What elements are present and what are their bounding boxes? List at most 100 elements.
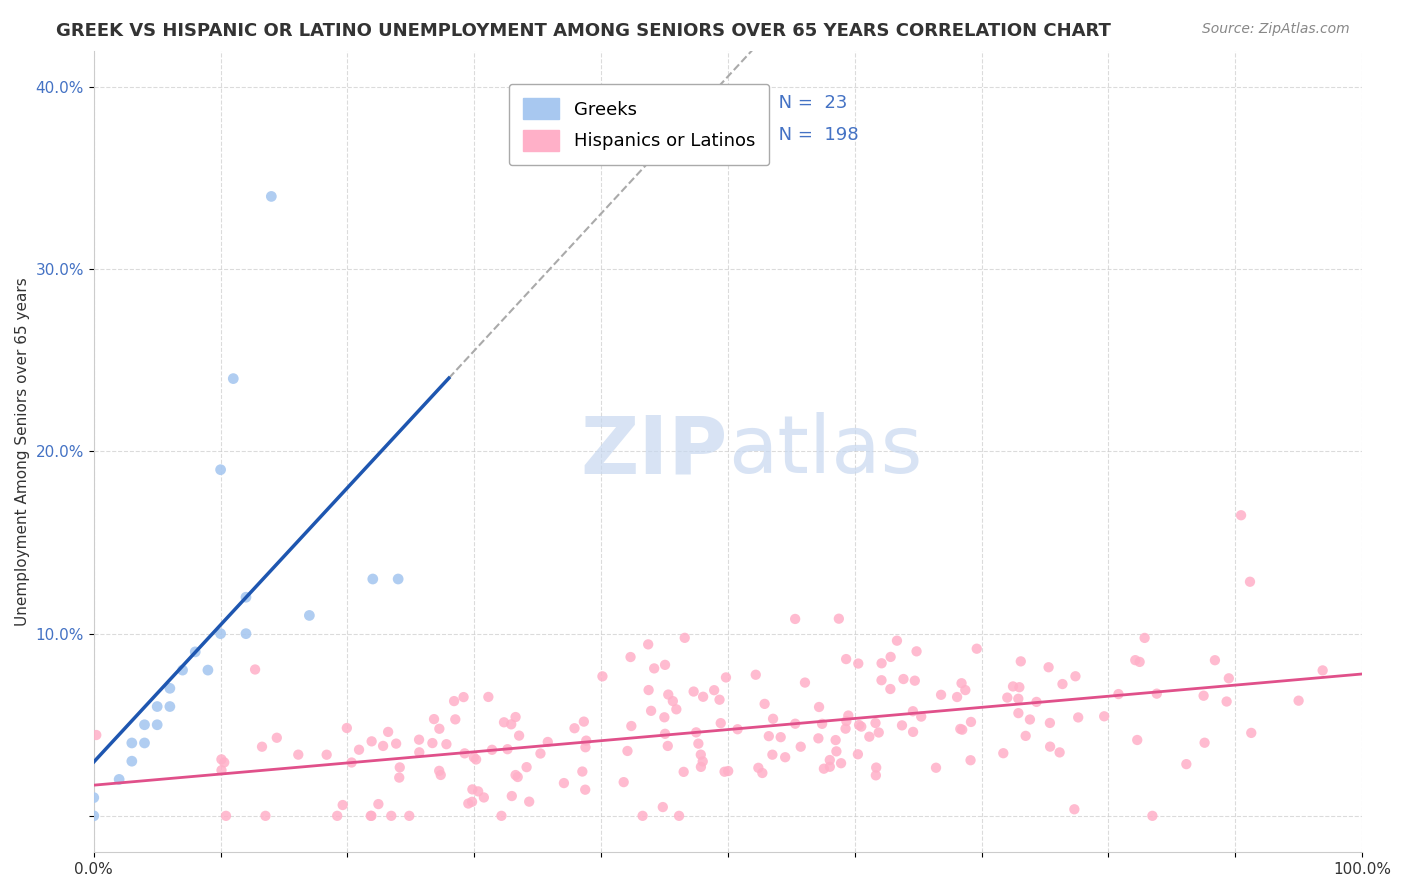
Point — [1218, 671, 1240, 685]
Point — [689, 747, 711, 762]
Point — [828, 612, 851, 626]
Point — [235, 626, 257, 640]
Point — [825, 744, 848, 758]
Point — [501, 717, 523, 731]
Point — [360, 734, 382, 748]
Point — [1052, 677, 1074, 691]
Point — [429, 768, 451, 782]
Point — [423, 712, 446, 726]
Point — [287, 747, 309, 762]
Point — [717, 764, 740, 778]
Point — [657, 739, 679, 753]
Point — [1129, 655, 1152, 669]
Point — [315, 747, 337, 762]
Point — [955, 683, 977, 698]
Point — [564, 721, 586, 735]
Point — [209, 463, 232, 477]
Point — [818, 753, 841, 767]
Point — [703, 683, 725, 698]
Point — [929, 688, 952, 702]
Point — [529, 747, 551, 761]
Point — [477, 690, 499, 704]
Point — [1192, 689, 1215, 703]
Point — [813, 762, 835, 776]
Point — [1038, 660, 1060, 674]
Point — [496, 742, 519, 756]
Point — [870, 673, 893, 688]
Point — [491, 809, 513, 823]
Point — [688, 737, 710, 751]
Point — [654, 727, 676, 741]
Point — [83, 790, 105, 805]
Point — [340, 756, 363, 770]
Point — [254, 809, 277, 823]
Point — [848, 718, 870, 732]
Point — [361, 572, 384, 586]
Point — [1092, 709, 1115, 723]
Point — [835, 714, 858, 728]
Point — [910, 709, 932, 723]
Point — [367, 797, 389, 811]
Point — [794, 675, 817, 690]
Point — [762, 712, 785, 726]
Point — [146, 718, 169, 732]
Point — [769, 730, 792, 744]
Point — [1146, 687, 1168, 701]
Point — [260, 189, 283, 203]
Text: atlas: atlas — [728, 412, 922, 491]
Point — [108, 772, 131, 787]
Point — [747, 761, 769, 775]
Point — [1039, 715, 1062, 730]
Point — [1312, 664, 1334, 678]
Point — [761, 747, 783, 762]
Point — [197, 663, 219, 677]
Y-axis label: Unemployment Among Seniors over 65 years: Unemployment Among Seniors over 65 years — [15, 277, 30, 626]
Point — [807, 731, 830, 746]
Point — [347, 743, 370, 757]
Point — [1014, 729, 1036, 743]
Point — [865, 768, 887, 782]
Point — [637, 637, 659, 651]
Point — [709, 692, 731, 706]
Point — [235, 591, 257, 605]
Point — [505, 768, 527, 782]
Point — [818, 760, 841, 774]
Point — [443, 694, 465, 708]
Point — [620, 719, 643, 733]
Point — [209, 752, 232, 766]
Point — [360, 809, 382, 823]
Point — [215, 809, 238, 823]
Point — [481, 743, 503, 757]
Point — [785, 716, 807, 731]
Point — [995, 690, 1018, 705]
Point — [553, 776, 575, 790]
Point — [398, 809, 420, 823]
Point — [811, 716, 834, 731]
Point — [1007, 691, 1029, 706]
Point — [1067, 710, 1090, 724]
Point — [1133, 631, 1156, 645]
Point — [387, 572, 409, 586]
Point — [758, 729, 780, 743]
Point — [640, 704, 662, 718]
Text: Source: ZipAtlas.com: Source: ZipAtlas.com — [1202, 22, 1350, 37]
Point — [1049, 746, 1071, 760]
Point — [1019, 713, 1042, 727]
Point — [1230, 508, 1253, 523]
Point — [457, 797, 479, 811]
Point — [727, 723, 749, 737]
Point — [388, 760, 411, 774]
Point — [1008, 680, 1031, 694]
Point — [959, 753, 981, 767]
Point — [1175, 757, 1198, 772]
Point — [1039, 739, 1062, 754]
Point — [879, 649, 901, 664]
Point — [492, 715, 515, 730]
Point — [360, 809, 382, 823]
Point — [453, 747, 475, 761]
Point — [673, 631, 696, 645]
Point — [1204, 653, 1226, 667]
Point — [422, 736, 444, 750]
Point — [1288, 694, 1310, 708]
Point — [692, 690, 714, 704]
